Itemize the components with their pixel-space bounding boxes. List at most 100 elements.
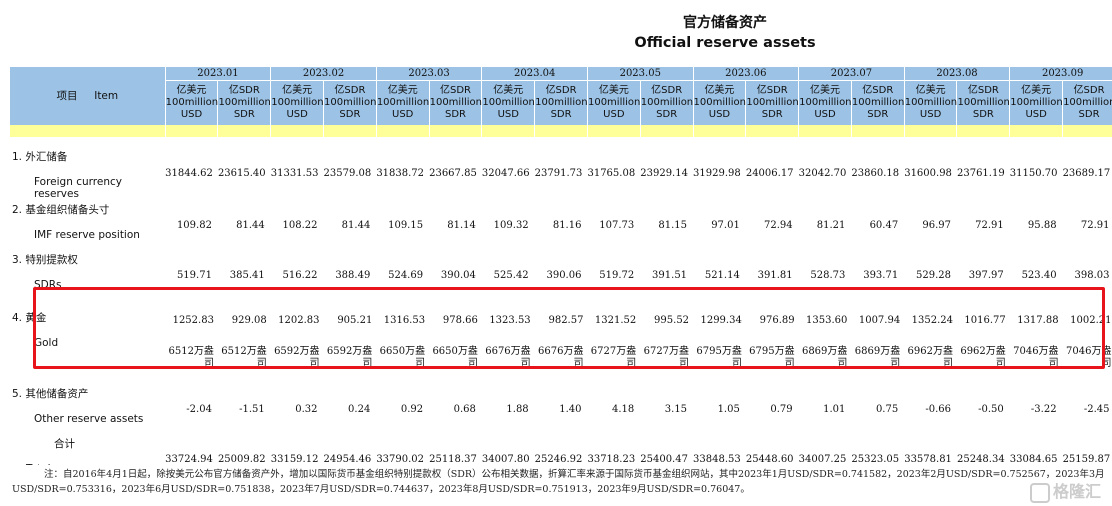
row-foreign-currency-label: 1. 外汇储备 Foreign currency reserves <box>12 151 122 200</box>
table-cell: 519.71 <box>176 269 212 281</box>
header-unit-usd: 亿美元 100million USD <box>693 80 747 125</box>
header-unit-sdr: 亿SDR 100million SDR <box>534 80 588 125</box>
table-cell: 31844.62 <box>165 168 213 179</box>
header-unit-sdr: 亿SDR 100million SDR <box>323 80 377 125</box>
table-cell: 4.18 <box>611 403 635 415</box>
table-cell: 23929.14 <box>640 168 688 179</box>
table-cell: 516.22 <box>282 269 318 281</box>
table-cell: 96.97 <box>922 219 951 231</box>
gold-cell: 1002.21 7046万盎司 <box>1066 314 1112 369</box>
header-unit-usd: 亿美元 100million USD <box>904 80 958 125</box>
gold-cell: 1352.24 6962万盎司 <box>907 314 953 369</box>
table-cell: 529.28 <box>915 269 951 281</box>
gold-cell: 929.08 6512万盎司 <box>221 314 267 369</box>
header-unit-sdr: 亿SDR 100million SDR <box>851 80 905 125</box>
table-cell: 23579.08 <box>323 168 372 179</box>
table-cell: 109.15 <box>388 219 424 231</box>
table-cell: 388.49 <box>335 269 371 281</box>
table-cell: 23761.19 <box>956 168 1005 179</box>
table-cell: -0.66 <box>925 403 951 415</box>
table-cell: -2.45 <box>1083 403 1110 415</box>
row-gold-label: 4. 黄金 Gold <box>12 312 59 349</box>
table-cell: 33848.53 <box>693 453 741 465</box>
table-cell: 33790.02 <box>376 453 425 465</box>
table-cell: 31600.98 <box>904 168 952 179</box>
table-cell: 108.22 <box>282 219 318 231</box>
page-title-cn: 官方储备资产 <box>683 15 767 31</box>
table-cell: -3.22 <box>1030 403 1057 415</box>
table-cell: 33718.23 <box>587 453 636 465</box>
gold-cell: 905.21 6592万盎司 <box>326 314 373 369</box>
table-cell: 34007.80 <box>481 453 530 465</box>
header-month-row: 项目 Item 2023.01 2023.02 2023.03 2023.04 2023.… <box>10 67 1112 125</box>
gold-cell: 1317.88 7046万盎司 <box>1013 314 1059 369</box>
table-cell: 390.04 <box>440 269 476 281</box>
table-cell: 95.88 <box>1027 219 1057 231</box>
gold-cell: 1252.83 6512万盎司 <box>168 314 214 369</box>
header-unit-usd: 亿美元 100million USD <box>270 80 325 125</box>
gold-cell: 1202.83 6592万盎司 <box>274 314 320 369</box>
row-imf-position-label: 2. 基金组织储备头寸 IMF reserve position <box>12 204 140 241</box>
table-cell: 393.71 <box>863 269 899 281</box>
table-cell: -1.51 <box>239 403 265 415</box>
header-unit-row: 亿美元 100million USD 亿SDR 100million SDR 亿美元 100m… <box>10 80 1112 125</box>
table-cell: 397.97 <box>968 269 1004 281</box>
table-cell: 107.73 <box>599 219 635 231</box>
header-month-2023.02: 2023.02 <box>270 67 377 81</box>
table-cell: 385.41 <box>229 269 265 281</box>
header-unit-usd: 亿美元 100million USD <box>165 80 219 125</box>
reserve-table: 项目 Item 2023.01 2023.02 2023.03 2023.04 2023.… <box>10 67 1112 465</box>
table-cell: 34007.25 <box>798 453 847 465</box>
table-cell: 31929.98 <box>693 168 741 179</box>
table-cell: -2.04 <box>186 403 212 415</box>
header-unit-usd: 亿美元 100million USD <box>481 80 536 125</box>
table-cell: 0.32 <box>295 403 318 415</box>
header-month-2023.05: 2023.05 <box>587 67 694 81</box>
gold-cell: 1016.77 6962万盎司 <box>960 314 1006 369</box>
footnote-line-2: USD/SDR=0.753316，2023年6月USD/SDR=0.751838… <box>12 484 750 495</box>
table-cell: 525.42 <box>493 269 529 281</box>
header-month-2023.07: 2023.07 <box>798 67 905 81</box>
table-cell: 519.72 <box>599 269 635 281</box>
table-cell: 31331.53 <box>270 168 319 179</box>
table-cell: 81.44 <box>341 219 371 231</box>
table-cell: 523.40 <box>1021 269 1057 281</box>
gold-cell: 1323.53 6676万盎司 <box>485 314 531 369</box>
header-unit-sdr: 亿SDR 100million SDR <box>217 80 272 125</box>
table-cell: 0.75 <box>875 403 899 415</box>
header-unit-sdr: 亿SDR 100million SDR <box>640 80 694 125</box>
table-cell: 109.82 <box>176 219 212 231</box>
footnote: 注：自2016年4月1日起，除按美元公布官方储备资产外，增加以国际货币基金组织特… <box>12 467 1112 497</box>
table-cell: 391.51 <box>652 269 688 281</box>
table-cell: 398.03 <box>1074 269 1110 281</box>
table-cell: 1.01 <box>823 403 846 415</box>
gold-cell: 1299.34 6795万盎司 <box>696 314 742 369</box>
table-cell: 31838.72 <box>376 168 425 179</box>
row-foreign-currency: 1. 外汇储备 Foreign currency reserves 31844.62… <box>10 147 1112 200</box>
table-cell: 25400.47 <box>640 453 688 465</box>
header-unit-usd: 亿美元 100million USD <box>798 80 852 125</box>
table-cell: 23689.17 <box>1062 168 1111 179</box>
table-cell: 109.32 <box>493 219 529 231</box>
table-cell: 60.47 <box>869 219 899 231</box>
watermark-logo-icon <box>1030 482 1050 503</box>
table-cell: 33084.65 <box>1009 453 1058 465</box>
header-yellow-bar <box>10 125 1112 137</box>
header-month-2023.03: 2023.03 <box>376 67 483 81</box>
table-cell: 528.73 <box>810 269 846 281</box>
table-cell: 24006.17 <box>745 168 794 179</box>
row-other-reserve: 5. 其他储备资产 Other reserve assets -2.04 -1.51 0… <box>10 384 1112 434</box>
table-cell: 33159.12 <box>270 453 319 465</box>
table-cell: 31765.08 <box>587 168 636 179</box>
row-total: 合计Total 33724.94 25009.82 33159.12 24954.46 3… <box>10 434 1112 465</box>
gold-cell: 978.66 6650万盎司 <box>432 314 478 369</box>
table-cell: -0.50 <box>978 403 1004 415</box>
table-cell: 31150.70 <box>1009 168 1058 179</box>
table-cell: 25118.37 <box>429 453 477 465</box>
row-other-label: 5. 其他储备资产 Other reserve assets <box>12 388 144 425</box>
table-cell: 23860.18 <box>851 168 900 179</box>
table-cell: 1.05 <box>717 403 740 415</box>
header-unit-sdr: 亿SDR 100million SDR <box>429 80 483 125</box>
header-month-2023.09: 2023.09 <box>1009 67 1112 81</box>
header-month-2023.04: 2023.04 <box>481 67 588 81</box>
